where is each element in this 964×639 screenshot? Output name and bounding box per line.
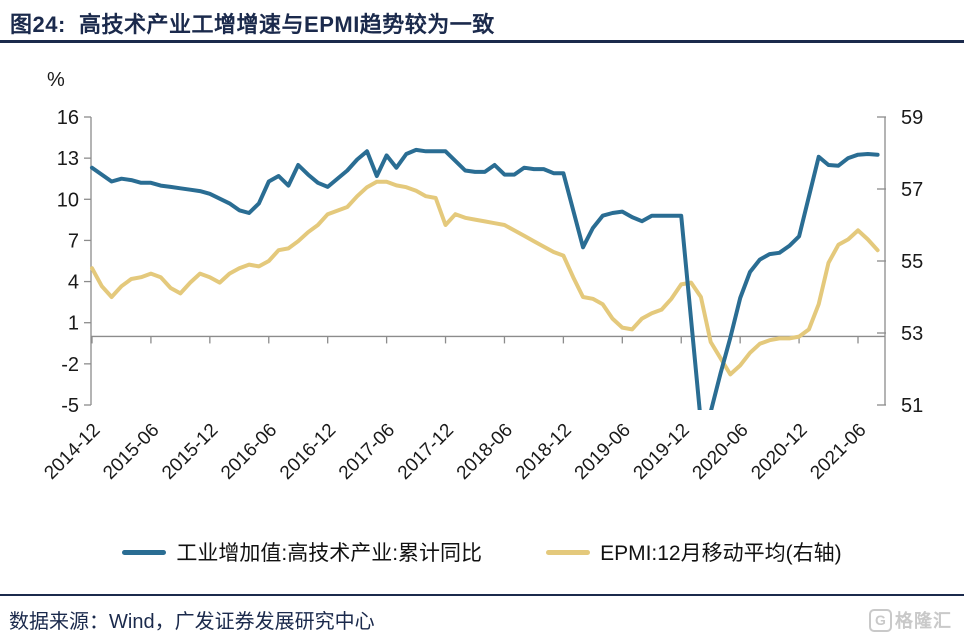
title-divider [0, 40, 964, 43]
svg-text:2018-06: 2018-06 [453, 420, 517, 484]
svg-text:-5: -5 [61, 395, 79, 417]
svg-text:51: 51 [901, 395, 923, 417]
data-source: 数据来源：Wind，广发证券发展研究中心 [9, 611, 375, 633]
left-axis-labels: % 16 13 10 7 4 1 -2 -5 [47, 69, 79, 417]
axis-lines [84, 116, 886, 406]
svg-text:53: 53 [901, 323, 923, 345]
svg-text:10: 10 [57, 189, 79, 211]
svg-text:2016-06: 2016-06 [217, 420, 281, 484]
chart-legend: 工业增加值:高技术产业:累计同比 EPMI:12月移动平均(右轴) [0, 534, 964, 570]
logo-text: 格隆汇 [895, 611, 952, 631]
svg-text:2015-12: 2015-12 [158, 420, 222, 484]
legend-label-epmi: EPMI:12月移动平均(右轴) [600, 542, 842, 565]
yellow-line-swatch [546, 549, 591, 555]
series-line-epmi [90, 179, 880, 377]
legend-label-iav: 工业增加值:高技术产业:累计同比 [176, 542, 483, 565]
figure-title: 图24: 高技术产业工增增速与EPMI趋势较为一致 [10, 12, 495, 37]
svg-text:59: 59 [901, 107, 923, 129]
legend-entry-iav: 工业增加值:高技术产业:累计同比 [122, 537, 482, 567]
svg-text:1: 1 [68, 313, 79, 335]
svg-text:4: 4 [68, 272, 79, 294]
blue-line-swatch [122, 549, 167, 555]
legend-entry-epmi: EPMI:12月移动平均(右轴) [546, 537, 842, 567]
right-axis-labels: 59 57 55 53 51 [901, 107, 923, 417]
svg-text:16: 16 [57, 107, 79, 129]
svg-text:2017-06: 2017-06 [335, 420, 399, 484]
svg-text:2020-12: 2020-12 [747, 420, 811, 484]
series-line-iav [90, 147, 880, 410]
gelonghui-logo: G 格隆汇 [869, 607, 952, 633]
svg-text:2015-06: 2015-06 [99, 420, 163, 484]
svg-text:2016-12: 2016-12 [276, 420, 340, 484]
svg-text:2018-12: 2018-12 [512, 420, 576, 484]
svg-text:2017-12: 2017-12 [394, 420, 458, 484]
svg-text:2019-06: 2019-06 [571, 420, 635, 484]
svg-text:2014-12: 2014-12 [40, 420, 104, 484]
svg-text:13: 13 [57, 148, 79, 170]
svg-text:-2: -2 [61, 354, 79, 376]
svg-text:2020-06: 2020-06 [689, 420, 753, 484]
footer-divider [0, 594, 964, 596]
x-axis-labels: 2014-122015-062015-122016-062016-122017-… [40, 420, 870, 484]
svg-text:7: 7 [68, 230, 79, 252]
svg-text:2019-12: 2019-12 [630, 420, 694, 484]
left-axis-unit: % [47, 69, 65, 91]
svg-text:57: 57 [901, 179, 923, 201]
logo-g-icon: G [869, 608, 892, 632]
svg-text:2021-06: 2021-06 [806, 420, 870, 484]
svg-text:55: 55 [901, 251, 923, 273]
